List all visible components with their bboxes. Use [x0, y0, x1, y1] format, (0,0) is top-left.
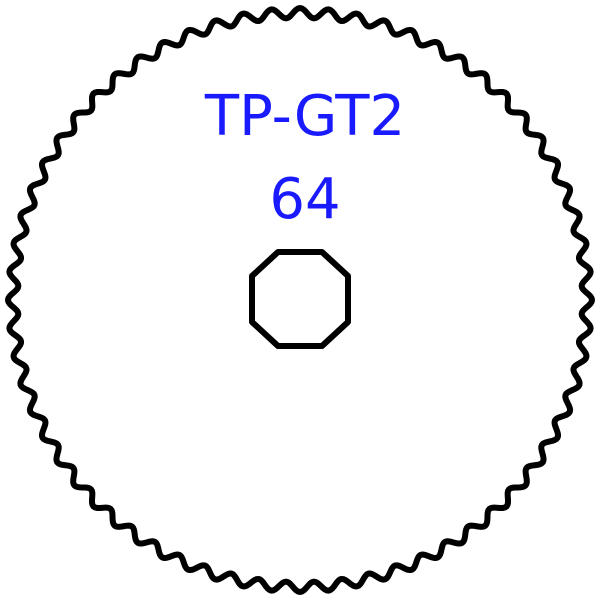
gear-outline: [5, 5, 595, 595]
bore-octagon: [249, 249, 351, 349]
gear-teeth-label: 64: [269, 167, 340, 232]
gear-name-label: TP-GT2: [204, 84, 405, 149]
